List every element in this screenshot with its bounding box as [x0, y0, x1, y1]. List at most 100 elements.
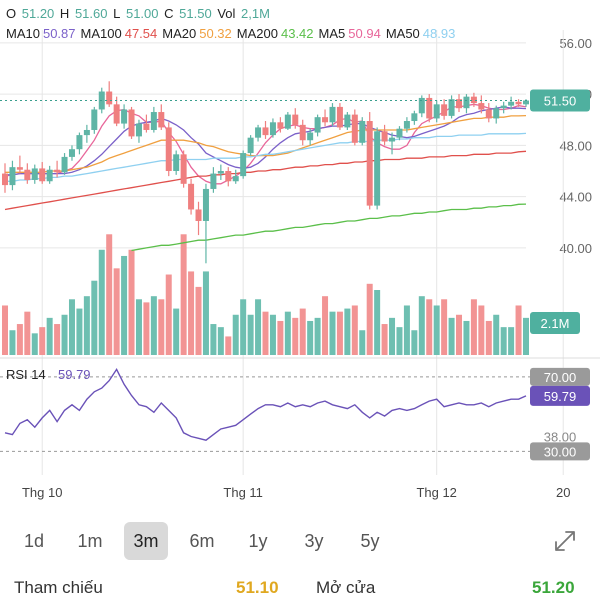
- candle-body: [195, 209, 202, 221]
- volume-bar: [24, 311, 31, 355]
- low-value: 51.00: [125, 6, 159, 21]
- ma-line-ma5: [4, 103, 527, 185]
- ma-label-ma50: MA50: [385, 26, 420, 41]
- x-tick-label: 20: [556, 485, 570, 500]
- volume-bar: [269, 314, 276, 355]
- volume-bar: [277, 320, 284, 355]
- candle-body: [39, 168, 46, 182]
- candle-body: [135, 123, 142, 137]
- tab-5y[interactable]: 5y: [360, 531, 380, 551]
- volume-bar: [225, 336, 232, 355]
- volume-bar: [299, 308, 306, 355]
- volume-bar: [165, 274, 172, 355]
- candle-body: [150, 112, 157, 130]
- volume-bar: [16, 324, 23, 355]
- candle-body: [307, 132, 314, 141]
- volume-bar: [500, 327, 507, 355]
- candle-body: [478, 103, 485, 110]
- volume-bar: [9, 330, 16, 355]
- volume-bar: [91, 280, 98, 355]
- candle-body: [359, 121, 366, 143]
- volume-bar: [76, 308, 83, 355]
- ohlc-header: O 51.20 H 51.60 L 51.00 C 51.50 Vol 2,1M: [6, 6, 272, 21]
- expand-icon[interactable]: [552, 528, 578, 554]
- tab-1m[interactable]: 1m: [77, 531, 103, 551]
- candle-body: [173, 154, 180, 171]
- candle-body: [143, 123, 150, 130]
- volume-bar: [463, 320, 470, 355]
- tab-3m[interactable]: 3m: [124, 522, 168, 560]
- tab-6m[interactable]: 6m: [189, 531, 215, 551]
- volume-bar: [493, 314, 500, 355]
- volume-bar: [515, 305, 522, 355]
- ma-label-ma200: MA200: [236, 26, 278, 41]
- volume-bar: [418, 296, 425, 355]
- candle-body: [374, 131, 381, 206]
- timeframe-tabs: 1d 1m 3m 6m 1y 3y 5y: [10, 522, 590, 562]
- volume-bar: [456, 314, 463, 355]
- volume-bar: [202, 271, 209, 355]
- candle-body: [381, 131, 388, 142]
- volume-bar: [143, 302, 150, 355]
- candle-body: [83, 129, 90, 136]
- candle-body: [217, 171, 224, 174]
- volume-bar: [247, 314, 254, 355]
- ma-label-ma20: MA20: [162, 26, 197, 41]
- volume-tag: [530, 312, 580, 334]
- candle-body: [336, 106, 343, 128]
- rsi-value-tag: [530, 385, 590, 406]
- high-value: 51.60: [74, 6, 108, 21]
- close-value: 51.50: [179, 6, 212, 21]
- ma-line-ma20: [5, 114, 527, 173]
- candle-body: [16, 167, 23, 170]
- volume-bar: [523, 317, 529, 355]
- candle-body: [366, 121, 373, 206]
- volume-bar: [54, 324, 61, 355]
- candle-body: [441, 104, 448, 116]
- stock-chart[interactable]: 56.0052.0048.0044.0040.0051.502.1M70.003…: [0, 0, 600, 510]
- rsi-threshold-label: 30.00: [544, 444, 577, 459]
- candle-body: [493, 108, 500, 119]
- candle-body: [2, 173, 8, 186]
- ma-value-ma20: 50.32: [199, 26, 232, 41]
- volume-bar: [180, 234, 187, 355]
- volume-bar: [158, 299, 165, 355]
- candle-body: [448, 99, 455, 116]
- volume-bar: [106, 234, 113, 355]
- volume-bar: [284, 311, 291, 355]
- candle-body: [9, 167, 16, 186]
- candle-body: [284, 114, 291, 129]
- ma-line-ma50: [5, 132, 527, 182]
- candle-body: [24, 169, 31, 180]
- volume-bar: [426, 299, 433, 355]
- volume-bar: [351, 305, 358, 355]
- tab-1d[interactable]: 1d: [23, 531, 45, 551]
- volume-bar: [150, 296, 157, 355]
- candle-body: [46, 169, 53, 182]
- candle-body: [255, 127, 262, 138]
- candle-body: [247, 137, 254, 154]
- volume-bar: [329, 311, 336, 355]
- ma-label-ma10: MA10: [6, 26, 40, 41]
- volume-bar: [381, 324, 388, 355]
- candle-body: [299, 124, 306, 141]
- high-label: H: [59, 6, 70, 21]
- candle-body: [470, 96, 477, 104]
- x-tick-label: Thg 10: [22, 485, 62, 500]
- ma-value-ma200: 43.42: [280, 26, 314, 41]
- ma-line-ma10: [5, 106, 527, 176]
- candle-body: [76, 135, 83, 150]
- candle-body: [91, 109, 98, 130]
- ma-value-ma10: 50.87: [42, 26, 76, 41]
- tab-3y[interactable]: 3y: [304, 531, 324, 551]
- candle-body: [202, 188, 209, 221]
- volume-bar: [359, 330, 366, 355]
- volume-bar: [210, 324, 217, 355]
- y-tick-label: 48.00: [559, 138, 592, 153]
- candle-body: [180, 154, 187, 184]
- tab-1y[interactable]: 1y: [248, 531, 268, 551]
- rsi-value-tag-label: 59.79: [544, 389, 577, 404]
- candle-body: [31, 168, 38, 180]
- volume-bar: [255, 299, 262, 355]
- candle-body: [277, 122, 284, 129]
